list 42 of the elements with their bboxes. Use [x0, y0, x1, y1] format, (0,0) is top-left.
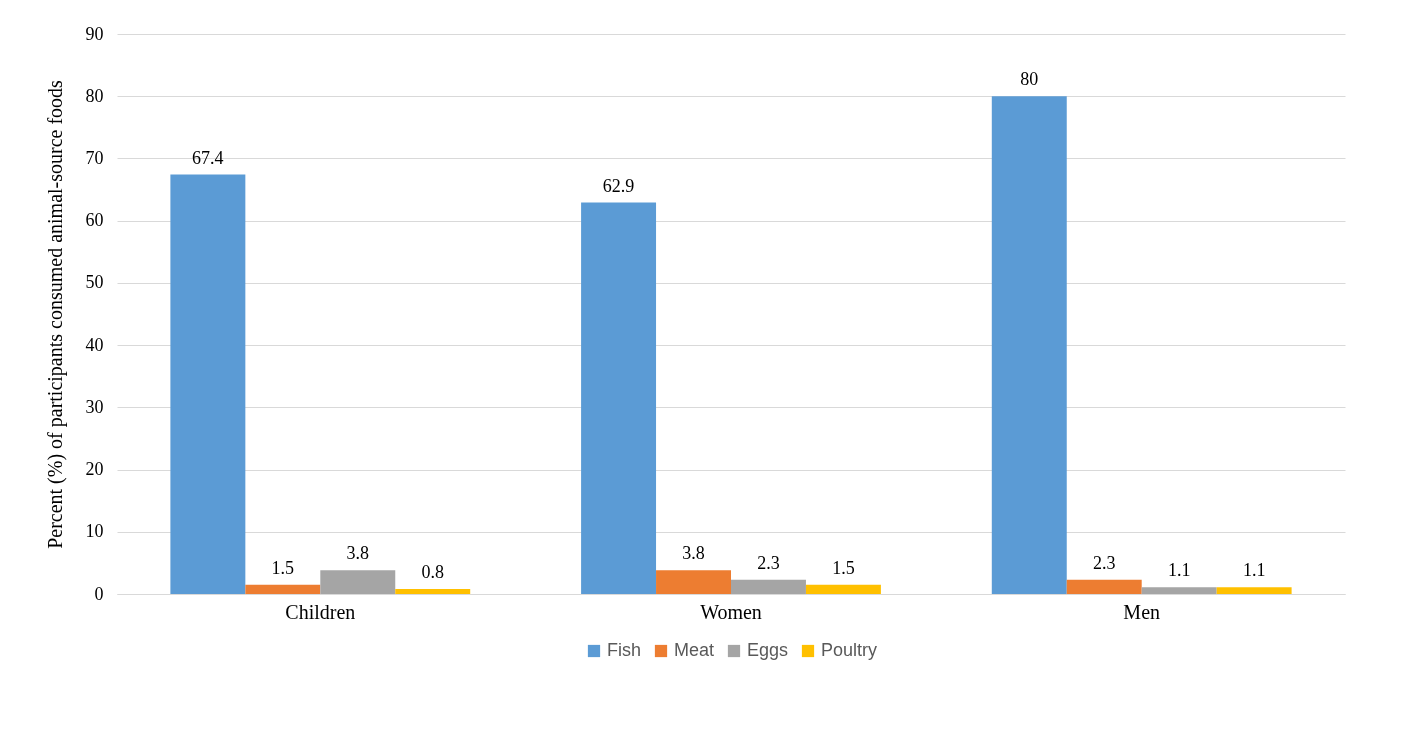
bar — [1141, 587, 1217, 594]
legend-label: Meat — [674, 640, 715, 660]
legend-label: Poultry — [821, 640, 878, 660]
x-tick-label: Men — [1123, 600, 1161, 623]
y-tick-label: 20 — [85, 459, 104, 480]
y-tick-label: 30 — [85, 396, 104, 417]
data-label: 2.3 — [757, 552, 780, 573]
y-tick-label: 50 — [85, 272, 104, 293]
bar — [170, 174, 246, 594]
bar — [1066, 579, 1142, 594]
data-label: 67.4 — [192, 147, 224, 168]
bar — [395, 589, 471, 594]
bar — [1216, 587, 1292, 594]
data-label: 1.1 — [1242, 560, 1266, 581]
y-tick-label: 80 — [85, 85, 104, 106]
legend-label: Fish — [607, 640, 642, 660]
y-tick-label: 10 — [85, 521, 104, 542]
x-tick-label: Children — [285, 600, 356, 623]
data-label: 2.3 — [1092, 552, 1116, 573]
data-label: 3.8 — [682, 543, 705, 564]
y-tick-label: 40 — [85, 334, 104, 355]
y-axis-title: Percent (%) of participants consumed animal-source foods — [43, 79, 67, 549]
data-label: 1.5 — [832, 557, 855, 578]
legend-label: Eggs — [747, 640, 789, 660]
bar — [656, 570, 731, 594]
y-tick-label: 0 — [94, 583, 104, 604]
y-tick-label: 90 — [85, 23, 104, 44]
bar — [805, 584, 881, 594]
bar — [320, 570, 396, 594]
y-tick-label: 60 — [85, 210, 104, 231]
bar — [991, 96, 1067, 594]
data-label: 80 — [1020, 69, 1039, 90]
bar — [731, 579, 806, 594]
x-tick-label: Women — [700, 600, 762, 623]
bar — [245, 584, 321, 594]
bar — [581, 202, 657, 594]
data-label: 1.5 — [271, 557, 295, 578]
data-label: 0.8 — [421, 562, 444, 583]
y-tick-label: 70 — [85, 147, 104, 168]
data-label: 3.8 — [346, 543, 370, 564]
data-label: 1.1 — [1167, 560, 1191, 581]
data-label: 62.9 — [602, 175, 635, 196]
